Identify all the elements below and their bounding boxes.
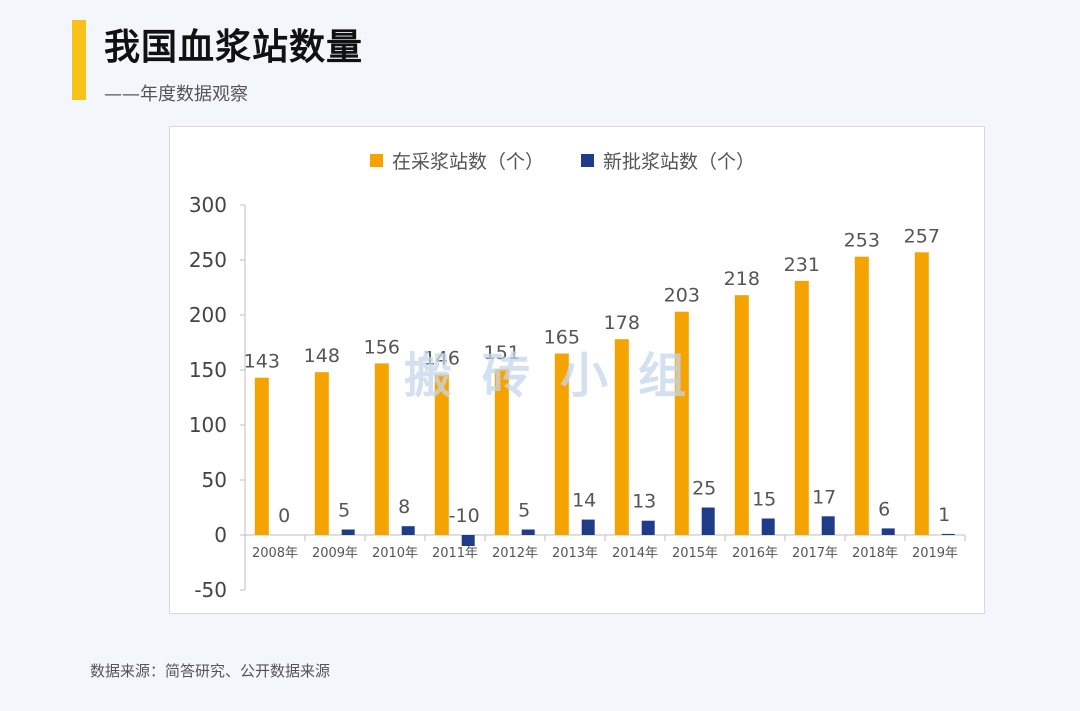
bar-series-2 [461,535,475,546]
data-label-series-2: 15 [752,489,776,511]
x-tick-label: 2015年 [672,546,718,561]
page-title: 我国血浆站数量 [104,27,364,68]
bar-series-1 [494,368,509,535]
bar-series-1 [254,377,269,535]
y-tick-label: 200 [189,303,227,327]
y-tick-label: 300 [189,193,227,217]
x-tick-label: 2010年 [372,546,418,561]
bar-series-1 [614,339,629,535]
data-label-series-1: 148 [304,345,340,367]
x-tick-label: 2018年 [852,546,898,561]
data-label-series-1: 146 [424,347,460,369]
data-label-series-1: 218 [724,268,760,290]
watermark: 搬砖小组 [404,348,717,404]
data-label-series-1: 156 [364,336,400,358]
legend-label-series-1: 在采浆站数（个） [392,151,544,173]
data-label-series-1: 203 [664,285,700,307]
bar-series-2 [521,529,535,535]
y-tick-label: 150 [189,358,227,382]
bar-series-1 [914,252,929,536]
title-accent-bar [72,20,86,100]
bar-series-2 [821,516,835,535]
bar-series-1 [374,363,389,535]
legend-swatch-series-1 [370,154,383,167]
data-label-series-1: 143 [244,351,280,373]
y-tick-label: 50 [202,468,227,492]
data-label-series-2: -10 [449,505,480,527]
bar-series-1 [674,311,689,535]
bar-series-2 [401,526,415,535]
data-label-series-2: 14 [572,490,596,512]
chart-container: -50 0 50 100 150 200 250 300 143 0 2008年 148 5 2009年 1… [169,126,985,614]
data-label-series-1: 165 [544,327,580,349]
bar-series-1 [854,256,869,535]
data-label-series-2: 17 [812,486,836,508]
y-tick-label: 100 [189,413,227,437]
y-tick-label: 250 [189,248,227,272]
x-tick-label: 2013年 [552,546,598,561]
x-tick-label: 2009年 [312,546,358,561]
data-label-series-2: 5 [338,500,350,522]
bar-series-1 [794,280,809,535]
page-subtitle: ——年度数据观察 [104,84,248,105]
data-label-series-2: 0 [278,505,290,527]
legend-swatch-series-2 [581,154,594,167]
bar-series-2 [881,528,895,535]
bar-series-1 [434,374,449,535]
data-label-series-1: 257 [904,225,940,247]
legend-label-series-2: 新批浆站数（个） [603,151,755,173]
bar-series-1 [314,372,329,535]
y-tick-label: -50 [194,578,227,602]
x-tick-label: 2012年 [492,546,538,561]
x-tick-label: 2017年 [792,546,838,561]
data-label-series-1: 253 [844,230,880,252]
bar-series-2 [941,533,955,535]
bar-series-2 [581,519,595,535]
bar-chart: -5005010015020025030014302008年14852009年1… [189,151,966,602]
data-label-series-2: 8 [398,496,410,518]
data-label-series-1: 178 [604,312,640,334]
data-label-series-1: 231 [784,254,820,276]
data-label-series-2: 6 [878,498,890,520]
x-tick-label: 2016年 [732,546,778,561]
bar-series-1 [734,295,749,535]
x-tick-label: 2019年 [912,546,958,561]
bar-series-2 [761,518,775,535]
data-source-note: 数据来源：简答研究、公开数据来源 [90,662,331,680]
data-label-series-2: 13 [632,491,656,513]
data-label-series-1: 151 [484,342,520,364]
data-label-series-2: 1 [938,504,950,526]
data-label-series-2: 25 [692,478,716,500]
bar-series-2 [641,520,655,535]
data-label-series-2: 5 [518,500,530,522]
bar-series-2 [701,507,715,535]
bar-series-1 [554,353,569,535]
x-tick-label: 2008年 [252,546,298,561]
bar-series-2 [341,529,355,535]
x-tick-label: 2014年 [612,546,658,561]
y-tick-label: 0 [214,523,227,547]
x-tick-label: 2011年 [432,546,478,561]
